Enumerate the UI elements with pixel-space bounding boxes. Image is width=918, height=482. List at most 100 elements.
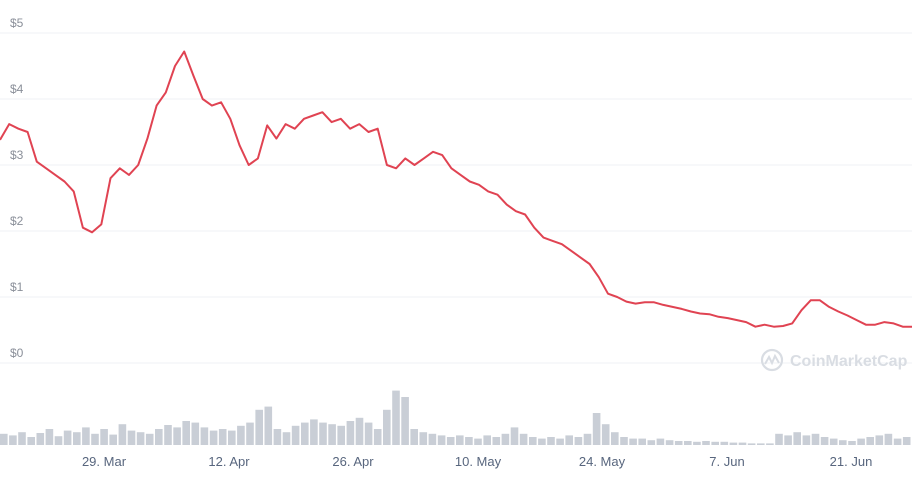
volume-bar [218,429,227,445]
y-tick-label: $4 [10,82,24,96]
volume-bar [775,433,783,445]
x-axis-labels: 29. Mar 12. Apr 26. Apr 10. May 24. May 7. Ju… [82,454,872,469]
volume-bar [547,437,555,445]
volume-bar [474,438,482,445]
x-tick-label: 24. May [579,454,626,469]
volume-bar [91,433,99,445]
volume-bar [392,390,400,445]
volume-bar [200,427,209,445]
volume-bar [729,442,738,445]
volume-bar [419,432,428,445]
volume-bar [27,437,35,445]
volume-bar [82,427,90,445]
volume-bar [811,433,820,445]
volume-bar [319,422,327,445]
volume-bar [611,432,619,445]
volume-bar [36,433,45,445]
volume-bar [109,434,117,445]
volume-bar [100,429,108,445]
volume-bar [173,427,181,445]
x-tick-label: 21. Jun [830,454,873,469]
volume-bar [665,440,674,445]
volume-bar [802,435,811,445]
volume-bar [446,437,455,445]
volume-bar [839,440,847,445]
x-tick-label: 7. Jun [709,454,744,469]
volume-bar [738,442,747,445]
volume-bar [556,438,564,445]
volume-bar [383,409,391,445]
volume-bar [702,441,710,445]
volume-bar [684,441,692,445]
x-tick-label: 26. Apr [332,454,374,469]
volume-bar [629,438,637,445]
volume-bar [638,438,646,445]
volume-bar [820,437,829,445]
volume-bar [492,437,501,445]
volume-bar [747,443,756,445]
volume-bar [310,419,318,445]
x-tick-label: 10. May [455,454,502,469]
volume-bar [18,432,26,445]
volume-bar [118,424,127,445]
volume-bar [620,437,628,445]
volume-bar [301,422,309,445]
volume-bar [264,406,273,445]
grid-lines [0,32,912,364]
volume-bar [656,438,665,445]
volume-bar [465,437,473,445]
volume-bar [346,421,355,445]
y-tick-label: $0 [10,346,24,360]
volume-bar [565,435,573,445]
volume-bar [209,430,218,445]
volume-bar [510,427,519,445]
x-tick-label: 29. Mar [82,454,127,469]
volume-bar [857,438,865,445]
volume-bar [0,433,8,445]
volume-bars [0,390,911,445]
volume-bar [866,437,874,445]
volume-bar [884,433,893,445]
volume-bar [784,435,792,445]
volume-bar [73,432,81,445]
volume-bar [136,432,145,445]
volume-bar [720,441,729,445]
volume-bar [829,438,838,445]
volume-bar [592,413,601,445]
price-line-layer [0,50,912,328]
volume-bar [127,430,136,445]
volume-bar [355,417,364,445]
volume-bar [501,433,510,445]
volume-bar [848,441,856,445]
y-tick-label: $2 [10,214,24,228]
volume-bar [228,430,236,445]
volume-bar [237,425,245,445]
volume-bar [574,437,583,445]
volume-bar [182,421,190,445]
volume-bar [893,438,902,445]
volume-bar [601,424,610,445]
volume-bar [902,437,911,445]
volume-bar [63,430,72,445]
volume-bar [273,429,282,445]
volume-bar [246,422,254,445]
volume-bar [337,425,345,445]
volume-bar [191,422,200,445]
coinmarketcap-watermark: CoinMarketCap [760,348,908,372]
volume-bar [428,433,437,445]
volume-bar [255,409,263,445]
watermark-text: CoinMarketCap [790,353,908,370]
volume-bar [793,432,801,445]
x-tick-label: 12. Apr [208,454,250,469]
y-tick-label: $3 [10,148,24,162]
volume-bar [145,433,154,445]
volume-bar [410,429,418,445]
y-axis-labels: $0 $1 $2 $3 $4 $5 [10,16,24,360]
volume-bar [711,441,719,445]
y-tick-label: $5 [10,16,24,30]
price-line [0,50,912,328]
volume-bar [164,425,172,445]
volume-bar [875,435,884,445]
volume-bar [757,443,765,445]
volume-bar [538,438,546,445]
